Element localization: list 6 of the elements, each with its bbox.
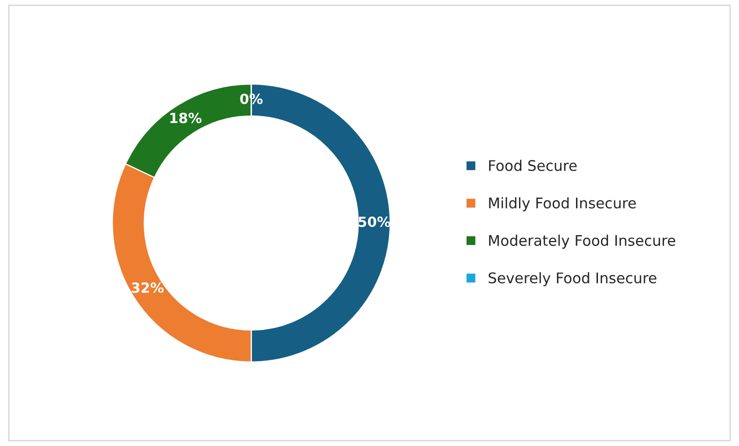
- legend-label: Severely Food Insecure: [488, 272, 656, 286]
- legend-label: Food Secure: [489, 160, 577, 172]
- legend-label: Mildly Food Insecure: [489, 197, 636, 212]
- data-label: 32%: [132, 282, 164, 293]
- data-label: 18%: [170, 112, 202, 124]
- legend-label: Moderately Food Insecure: [489, 234, 676, 249]
